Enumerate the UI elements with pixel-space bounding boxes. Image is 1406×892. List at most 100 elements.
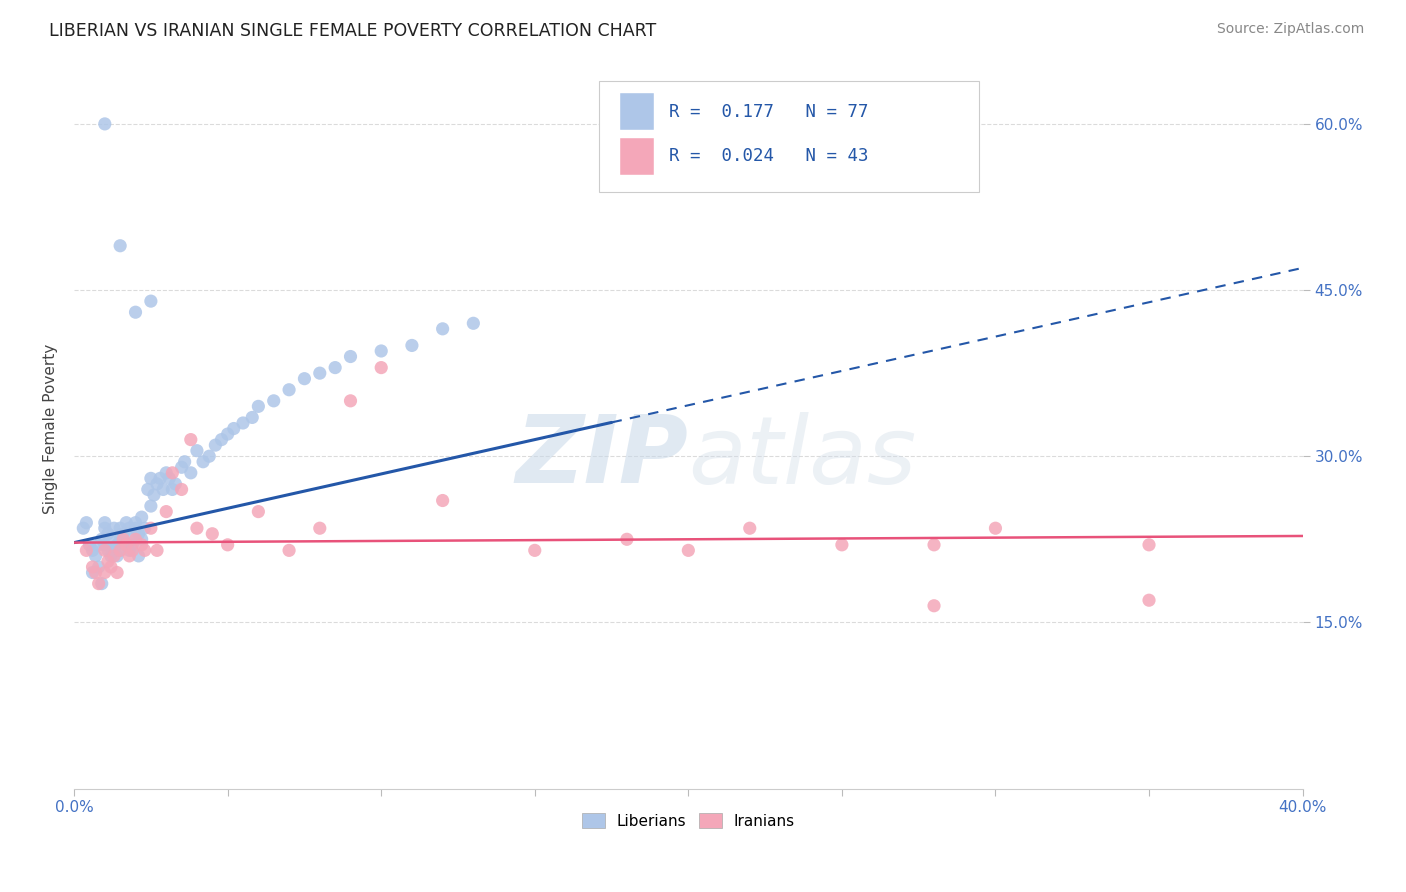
Point (922, 538, 945, 552)
Point (217, 427, 239, 442)
Point (142, 488, 165, 502)
Point (278, 543, 301, 558)
Point (97, 554, 120, 568)
FancyBboxPatch shape (620, 137, 654, 175)
Point (131, 510, 153, 524)
Text: ZIP: ZIP (516, 411, 689, 503)
Point (128, 526, 150, 541)
Point (370, 360, 392, 375)
Point (90, 576, 112, 591)
Point (155, 505, 177, 519)
Point (108, 543, 131, 558)
Point (1137, 593, 1160, 607)
Point (162, 466, 184, 480)
Point (100, 549, 122, 563)
Point (240, 410, 263, 425)
Point (94, 543, 117, 558)
Point (831, 538, 853, 552)
Point (146, 476, 169, 491)
Point (136, 483, 159, 497)
Point (84, 549, 107, 563)
Point (87, 576, 110, 591)
Point (1137, 538, 1160, 552)
Point (82, 566, 104, 580)
Point (75, 516, 97, 530)
Point (94, 566, 117, 580)
Point (115, 538, 138, 552)
Point (118, 543, 141, 558)
Point (738, 521, 761, 535)
Point (118, 549, 141, 563)
Point (121, 538, 143, 552)
Point (204, 438, 226, 452)
Point (232, 416, 254, 430)
Point (247, 505, 270, 519)
Point (124, 516, 146, 530)
Point (72, 521, 94, 535)
FancyBboxPatch shape (599, 81, 980, 193)
Point (97, 526, 120, 541)
Point (134, 521, 156, 535)
Point (170, 460, 193, 475)
Point (134, 543, 156, 558)
Point (463, 316, 485, 330)
Point (108, 543, 131, 558)
Point (247, 400, 270, 414)
Point (432, 322, 454, 336)
Point (432, 493, 454, 508)
Point (82, 560, 104, 574)
Point (112, 533, 135, 547)
Point (339, 350, 361, 364)
Point (131, 533, 153, 547)
Point (616, 533, 638, 547)
Point (87, 538, 110, 552)
Point (121, 543, 143, 558)
Point (523, 543, 546, 558)
Point (198, 449, 221, 463)
Point (112, 526, 135, 541)
Point (139, 471, 162, 485)
Point (180, 433, 202, 447)
Point (152, 483, 174, 497)
Point (339, 393, 361, 408)
Point (84, 566, 107, 580)
Point (94, 538, 117, 552)
Point (139, 521, 162, 535)
Point (118, 521, 141, 535)
Point (103, 521, 125, 535)
Point (94, 521, 117, 535)
Text: R =  0.024   N = 43: R = 0.024 N = 43 (669, 147, 868, 165)
Point (112, 533, 135, 547)
Point (401, 338, 423, 352)
Point (211, 433, 233, 447)
Point (124, 305, 146, 319)
Point (922, 599, 945, 613)
Point (105, 538, 128, 552)
Point (984, 521, 1007, 535)
Point (131, 538, 153, 552)
Point (124, 521, 146, 535)
Point (278, 383, 301, 397)
Point (186, 443, 208, 458)
Point (139, 499, 162, 513)
Point (370, 343, 392, 358)
Text: R =  0.177   N = 77: R = 0.177 N = 77 (669, 103, 868, 120)
Point (180, 466, 202, 480)
Point (201, 526, 224, 541)
Point (139, 294, 162, 309)
Text: atlas: atlas (689, 412, 917, 503)
Point (105, 549, 128, 563)
Point (82, 543, 104, 558)
Point (124, 533, 146, 547)
Point (308, 366, 330, 380)
Point (105, 566, 128, 580)
Point (162, 483, 184, 497)
Point (75, 543, 97, 558)
Text: Source: ZipAtlas.com: Source: ZipAtlas.com (1216, 22, 1364, 37)
Point (263, 393, 285, 408)
Point (108, 239, 131, 253)
Point (146, 543, 169, 558)
Point (94, 516, 117, 530)
Point (79, 538, 101, 552)
Point (222, 421, 245, 435)
